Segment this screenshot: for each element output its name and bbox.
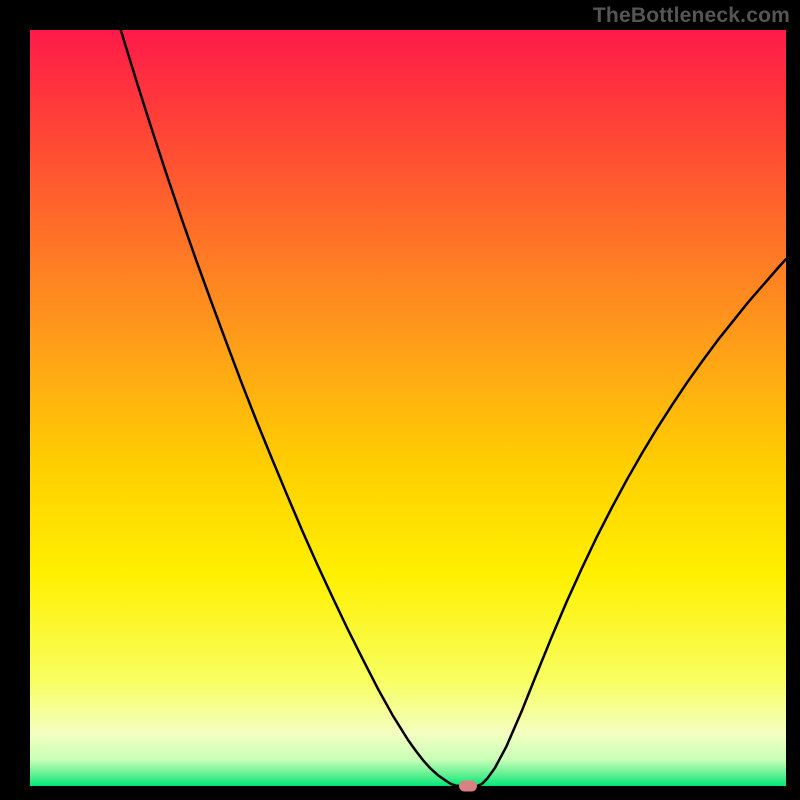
chart-svg (0, 0, 800, 800)
watermark-text: TheBottleneck.com (593, 4, 790, 28)
frame-right (786, 0, 800, 800)
frame-left (0, 0, 30, 800)
plot-background (30, 30, 786, 786)
optimum-marker (459, 781, 477, 792)
chart-container: { "watermark": { "text": "TheBottleneck.… (0, 0, 800, 800)
frame-bottom (0, 786, 800, 800)
